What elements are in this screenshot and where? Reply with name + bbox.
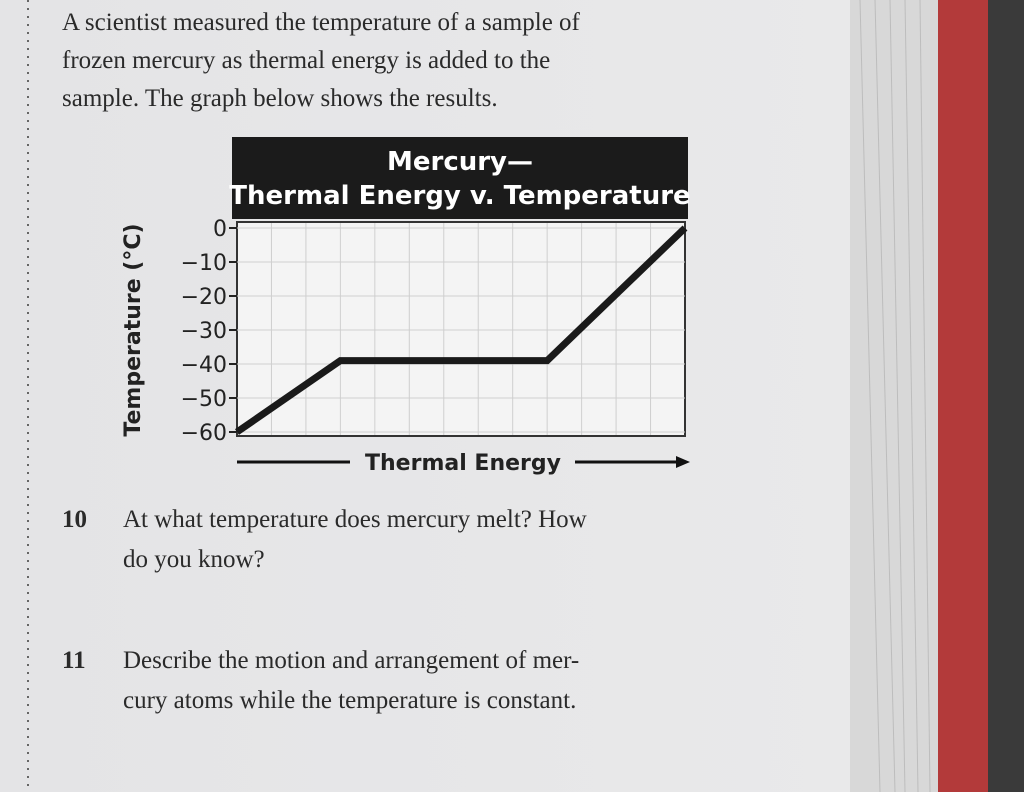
question-number: 11 xyxy=(62,647,86,674)
y-tick-label: −40 xyxy=(181,353,227,378)
y-tick-label: −30 xyxy=(181,319,227,344)
question-number: 10 xyxy=(62,506,87,533)
intro-line: sample. The graph below shows the result… xyxy=(62,85,498,112)
y-tick-label: −50 xyxy=(181,387,227,412)
y-axis-label: Temperature (°C) xyxy=(121,223,146,436)
y-tick-label: −20 xyxy=(181,285,227,310)
intro-line: A scientist measured the temperature of … xyxy=(62,9,581,36)
chart-subtitle: Thermal Energy v. Temperature xyxy=(229,181,690,211)
intro: A scientist measured the temperature of … xyxy=(62,9,581,112)
x-axis-label: Thermal Energy xyxy=(365,451,561,476)
plot: 0 −10 −20 −30 −40 −50 −60 xyxy=(181,217,688,446)
question-line: At what temperature does mercury melt? H… xyxy=(123,506,587,533)
background xyxy=(988,0,1024,792)
question-line: Describe the motion and arrangement of m… xyxy=(123,647,579,674)
data-line xyxy=(235,225,688,435)
y-tick-label: 0 xyxy=(213,217,227,242)
questions: 10 At what temperature does mercury melt?… xyxy=(62,506,587,714)
x-axis-arrow-head xyxy=(676,456,690,468)
page-edge-lines xyxy=(859,0,931,792)
plot-area xyxy=(236,221,686,437)
y-tick-label: −60 xyxy=(181,421,227,446)
y-tick-label: −10 xyxy=(181,251,227,276)
book-cover-edge xyxy=(938,0,988,792)
question-line: do you know? xyxy=(123,546,265,573)
chart-title-bar xyxy=(232,137,688,219)
chart-title: Mercury— xyxy=(387,147,533,177)
question-line: cury atoms while the temperature is cons… xyxy=(123,687,576,714)
intro-line: frozen mercury as thermal energy is adde… xyxy=(62,47,550,74)
